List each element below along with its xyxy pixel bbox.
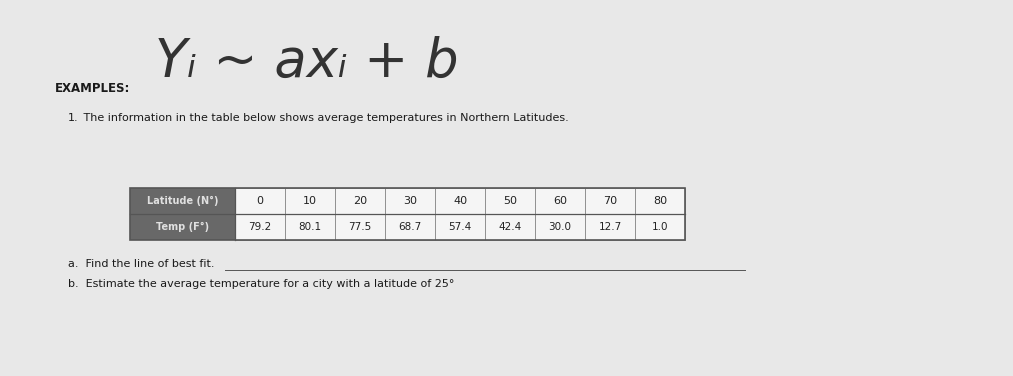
Text: 1.0: 1.0 [651,222,669,232]
FancyBboxPatch shape [335,214,385,240]
Text: 30: 30 [403,196,417,206]
FancyBboxPatch shape [485,214,535,240]
Text: 77.5: 77.5 [348,222,372,232]
FancyBboxPatch shape [635,214,685,240]
FancyBboxPatch shape [285,188,335,214]
FancyBboxPatch shape [385,214,435,240]
Text: a.  Find the line of best fit.: a. Find the line of best fit. [68,259,215,269]
FancyBboxPatch shape [435,214,485,240]
Text: Latitude (N°): Latitude (N°) [147,196,218,206]
FancyBboxPatch shape [485,188,535,214]
FancyBboxPatch shape [435,188,485,214]
Text: b.  Estimate the average temperature for a city with a latitude of 25°: b. Estimate the average temperature for … [68,279,455,289]
Text: The information in the table below shows average temperatures in Northern Latitu: The information in the table below shows… [80,113,568,123]
Text: 70: 70 [603,196,617,206]
FancyBboxPatch shape [385,188,435,214]
FancyBboxPatch shape [635,188,685,214]
Text: 40: 40 [453,196,467,206]
Text: 80: 80 [653,196,668,206]
Text: 20: 20 [353,196,367,206]
FancyBboxPatch shape [335,188,385,214]
FancyBboxPatch shape [535,214,585,240]
FancyBboxPatch shape [130,214,235,240]
FancyBboxPatch shape [235,214,285,240]
Text: 42.4: 42.4 [498,222,522,232]
FancyBboxPatch shape [285,214,335,240]
Text: Temp (F°): Temp (F°) [156,222,209,232]
Text: EXAMPLES:: EXAMPLES: [55,82,131,94]
Text: 10: 10 [303,196,317,206]
Text: 30.0: 30.0 [548,222,571,232]
Text: 50: 50 [503,196,517,206]
Text: 57.4: 57.4 [449,222,472,232]
FancyBboxPatch shape [130,188,235,214]
Text: Yᵢ ~ axᵢ + b: Yᵢ ~ axᵢ + b [155,36,459,88]
Text: 79.2: 79.2 [248,222,271,232]
Text: 80.1: 80.1 [299,222,321,232]
FancyBboxPatch shape [235,188,285,214]
Text: 60: 60 [553,196,567,206]
FancyBboxPatch shape [535,188,585,214]
Text: 12.7: 12.7 [599,222,622,232]
FancyBboxPatch shape [585,188,635,214]
Text: 68.7: 68.7 [398,222,421,232]
FancyBboxPatch shape [585,214,635,240]
Text: 1.: 1. [68,113,79,123]
Text: 0: 0 [256,196,263,206]
